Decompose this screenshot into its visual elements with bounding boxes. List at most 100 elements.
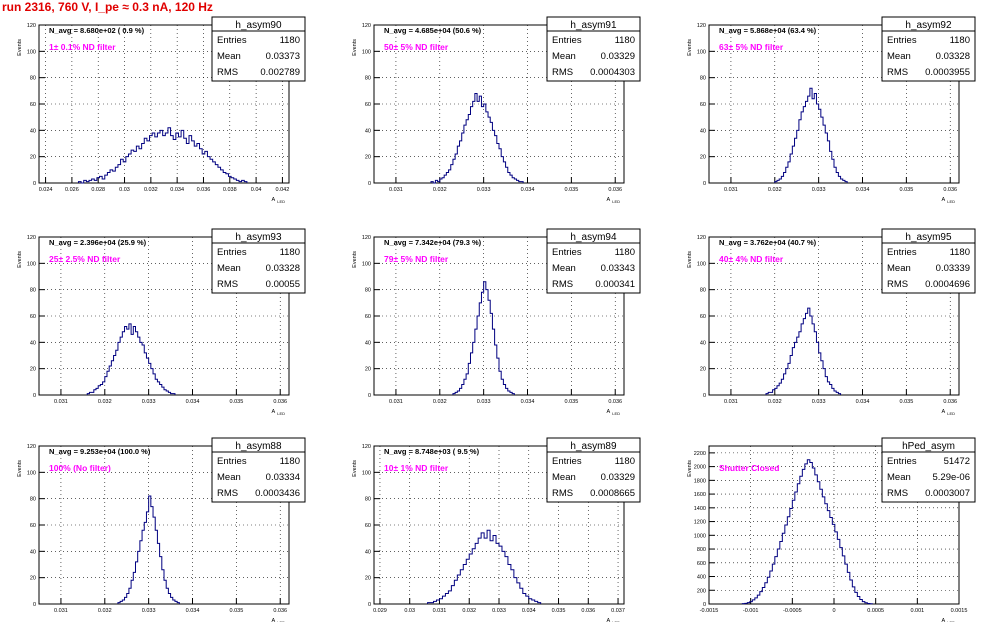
filter-label: 50± 5% ND filter (384, 42, 449, 52)
y-axis-label: Events (352, 251, 358, 268)
y-tick-label: 0 (703, 181, 706, 187)
stats-box (881, 437, 976, 503)
histogram-bin (115, 167, 118, 183)
x-tick-label: 0.031 (389, 399, 403, 405)
stats-label: Mean (887, 472, 911, 483)
histogram-bin (107, 371, 109, 395)
histogram-bin (131, 580, 133, 604)
histogram-bin (100, 176, 103, 183)
histogram-bin (484, 104, 486, 183)
histogram-bin (127, 329, 129, 395)
histogram-series (427, 529, 542, 604)
histogram-bin (149, 363, 151, 395)
x-tick-label: 0.035 (552, 608, 566, 614)
x-tick-label: 0.034 (186, 399, 200, 405)
x-tick-label: 0.042 (276, 187, 290, 193)
histogram-bin (775, 557, 778, 604)
histogram-bin (808, 308, 810, 395)
histogram-bin (453, 159, 455, 183)
stats-value: 0.0003955 (925, 67, 970, 78)
histogram-bin (94, 180, 97, 183)
histogram-panel-h_asym90: 0 20 40 60 80 100 120 0.024 0.026 0.028 0.03 0.032 0… (17, 16, 306, 204)
histogram-bin (850, 580, 853, 604)
stats-label: Mean (552, 472, 576, 483)
stats-label: Entries (887, 247, 917, 258)
navg-annotation: N_avg = 8.748e+03 ( 9.5 %) (384, 447, 480, 456)
histogram-bin (521, 182, 523, 183)
histogram-bin (142, 144, 145, 184)
x-axis-label-sub: LED (277, 411, 285, 416)
stats-box (211, 228, 306, 294)
histogram-bin (845, 182, 847, 183)
histogram-bin (107, 172, 110, 183)
x-tick-label: 0.035 (899, 187, 913, 193)
histogram-bin (160, 384, 162, 395)
y-axis-label: Events (352, 460, 358, 477)
histogram-bin (779, 383, 781, 395)
histogram-bin (815, 475, 818, 604)
histogram-bin (779, 179, 781, 183)
histogram-bin (176, 133, 179, 183)
navg-annotation: N_avg = 8.680e+02 ( 0.9 %) (49, 26, 145, 35)
histogram-bin (768, 392, 770, 395)
stats-value: 0.03329 (601, 472, 635, 483)
histogram-bin (142, 530, 144, 604)
x-tick-label: 0.034 (186, 608, 200, 614)
histogram-bin (820, 489, 823, 604)
stats-value: 1180 (615, 35, 635, 46)
histogram-bin (151, 507, 153, 604)
x-tick-label: 0.032 (433, 187, 447, 193)
histogram-bin (862, 602, 865, 604)
y-tick-label: 20 (30, 155, 36, 161)
stats-label: Entries (217, 456, 247, 467)
histogram-bin (120, 601, 122, 604)
stats-value: 1180 (950, 247, 970, 258)
stats-value: 51472 (944, 456, 970, 467)
histogram-bin (490, 541, 493, 604)
histogram-bin (517, 583, 520, 604)
histogram-bin (808, 96, 810, 183)
histogram-bin (496, 543, 499, 604)
histogram-bin (490, 122, 492, 183)
y-tick-label: 100 (697, 49, 706, 55)
histogram-bin (125, 327, 127, 395)
x-tick-label: 0.0005 (867, 608, 884, 614)
histogram-bin (841, 179, 843, 183)
histogram-bin (455, 154, 457, 183)
histogram-bin (451, 165, 453, 183)
histogram-bin (836, 172, 838, 183)
histogram-bin (96, 388, 98, 395)
y-axis-label: Events (687, 39, 693, 56)
stats-label: RMS (887, 488, 908, 499)
histogram-panel-h_asym95: 0 20 40 60 80 100 120 0.031 0.032 0.033 0.034 0.035… (687, 228, 976, 416)
histogram-bin (481, 533, 484, 604)
y-tick-label: 120 (27, 444, 36, 450)
y-tick-label: 80 (30, 288, 36, 294)
navg-annotation: N_avg = 4.685e+04 (50.6 %) (384, 26, 482, 35)
histogram-bin (457, 391, 459, 395)
x-tick-label: 0.033 (812, 399, 826, 405)
histogram-bin (87, 394, 89, 395)
x-tick-label: 0.031 (389, 187, 403, 193)
histogram-bin (470, 353, 472, 395)
histogram-bin (797, 484, 800, 604)
histogram-bin (493, 536, 496, 604)
histogram-bin (468, 363, 470, 395)
histogram-bin (146, 358, 148, 395)
stats-label: RMS (217, 67, 238, 78)
stats-label: Entries (217, 35, 247, 46)
x-tick-label: 0.036 (273, 399, 287, 405)
x-tick-label: 0.035 (564, 187, 578, 193)
y-tick-label: 1600 (694, 492, 706, 498)
stats-title: h_asym88 (235, 441, 282, 452)
x-tick-label: 0.026 (65, 187, 79, 193)
filter-label: 79± 5% ND filter (384, 254, 449, 264)
y-axis-label: Events (17, 251, 23, 268)
histogram-bin (484, 538, 487, 604)
histogram-bin (163, 136, 166, 183)
histogram-bin (852, 587, 855, 604)
